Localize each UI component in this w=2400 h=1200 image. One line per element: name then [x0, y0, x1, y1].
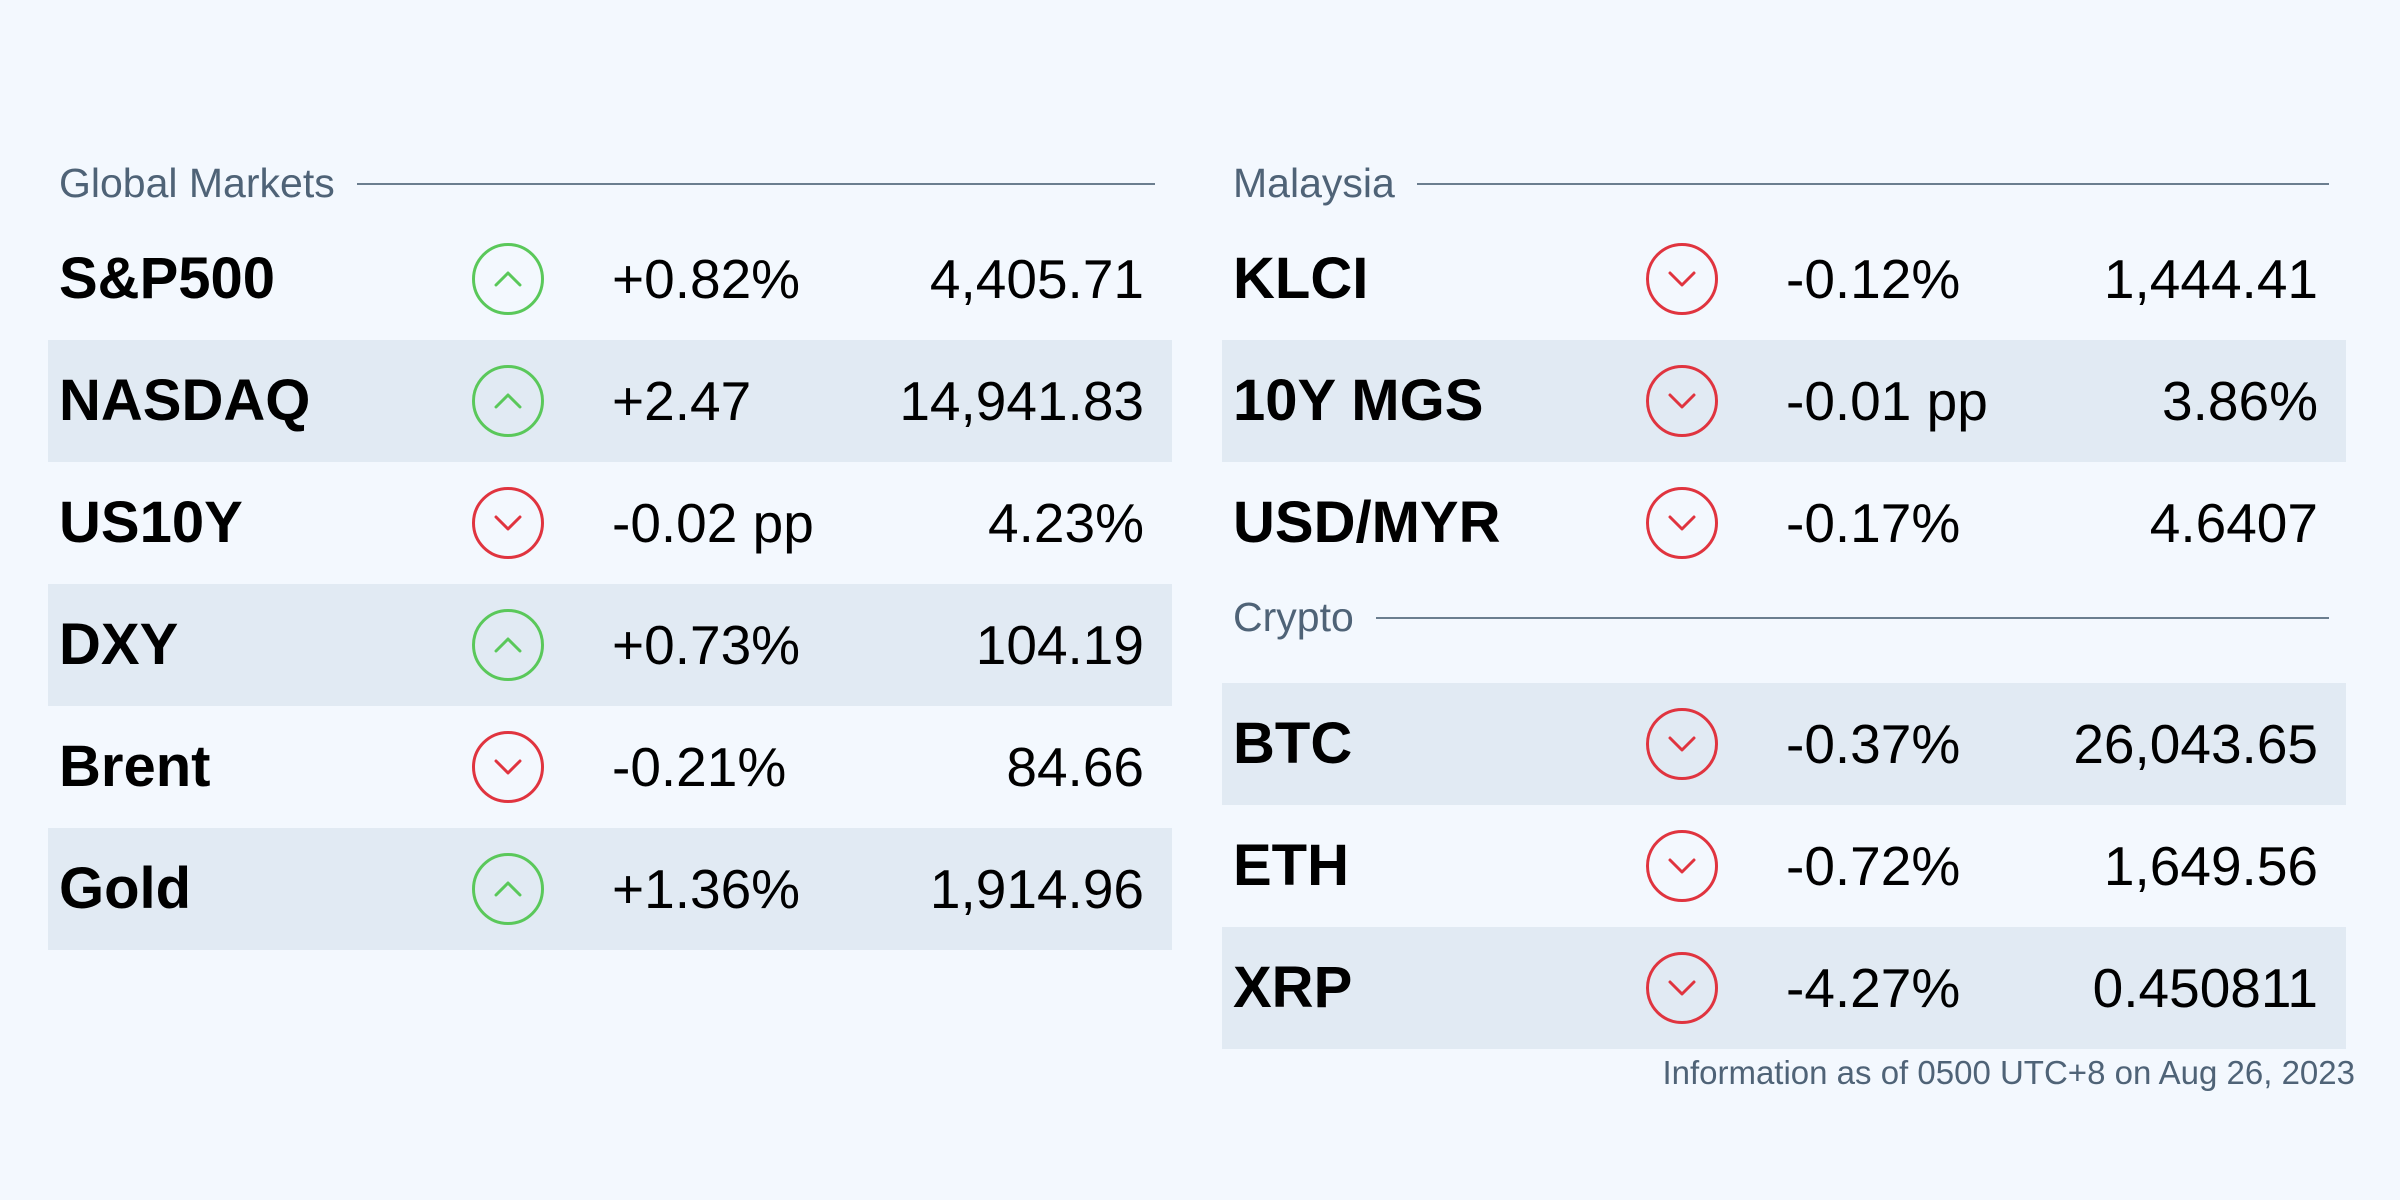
change-value: +1.36% — [612, 858, 801, 920]
instrument-name: KLCI — [1233, 246, 1369, 311]
price-value: 104.19 — [975, 614, 1144, 676]
change-value: -0.17% — [1786, 492, 1961, 554]
chevron-up-icon — [471, 364, 545, 438]
chevron-down-icon — [1645, 707, 1719, 781]
price-value: 3.86% — [2162, 370, 2318, 432]
change-value: -0.21% — [612, 736, 787, 798]
global-markets-list: S&P500 +0.82% 4,405.71 NASDAQ +2.47 14,941.83… — [48, 218, 1172, 950]
price-value: 1,649.56 — [2103, 835, 2318, 897]
market-row-btc: BTC -0.37% 26,043.65 — [1222, 683, 2346, 805]
market-row-us10y: US10Y -0.02 pp 4.23% — [48, 462, 1172, 584]
price-value: 84.66 — [1006, 736, 1144, 798]
section-divider — [1233, 617, 2329, 619]
instrument-name: USD/MYR — [1233, 490, 1501, 555]
malaysia-list: KLCI -0.12% 1,444.41 10Y MGS -0.01 pp 3.86% US… — [1222, 218, 2346, 584]
price-value: 1,444.41 — [2103, 248, 2318, 310]
chevron-down-icon — [471, 486, 545, 560]
instrument-name: ETH — [1233, 833, 1349, 898]
change-value: +0.73% — [612, 614, 801, 676]
chevron-up-icon — [471, 242, 545, 316]
price-value: 26,043.65 — [2073, 713, 2318, 775]
chevron-down-icon — [1645, 486, 1719, 560]
market-row-xrp: XRP -4.27% 0.450811 — [1222, 927, 2346, 1049]
global-markets-header: Global Markets — [48, 150, 1172, 218]
crypto-spacer — [1222, 652, 2346, 683]
change-value: -0.37% — [1786, 713, 1961, 775]
change-value: -0.02 pp — [612, 492, 814, 554]
section-divider — [59, 183, 1155, 185]
market-row-dxy: DXY +0.73% 104.19 — [48, 584, 1172, 706]
crypto-list: BTC -0.37% 26,043.65 ETH -0.72% 1,649.56 XRP -4… — [1222, 683, 2346, 1049]
market-row-eth: ETH -0.72% 1,649.56 — [1222, 805, 2346, 927]
timestamp-footnote: Information as of 0500 UTC+8 on Aug 26, … — [1662, 1054, 2355, 1091]
instrument-name: XRP — [1233, 955, 1353, 1020]
malaysia-title: Malaysia — [1233, 158, 1417, 208]
instrument-name: BTC — [1233, 711, 1353, 776]
price-value: 1,914.96 — [929, 858, 1144, 920]
change-value: +0.82% — [612, 248, 801, 310]
change-value: +2.47 — [612, 370, 752, 432]
instrument-name: NASDAQ — [59, 368, 311, 433]
chevron-up-icon — [471, 608, 545, 682]
malaysia-header: Malaysia — [1222, 150, 2346, 218]
market-row-gold: Gold +1.36% 1,914.96 — [48, 828, 1172, 950]
instrument-name: US10Y — [59, 490, 243, 555]
price-value: 4.6407 — [2149, 492, 2318, 554]
chevron-down-icon — [471, 730, 545, 804]
right-panel: Malaysia KLCI -0.12% 1,444.41 10Y MGS -0.01 … — [1222, 150, 2346, 1049]
instrument-name: DXY — [59, 612, 179, 677]
market-row-nasdaq: NASDAQ +2.47 14,941.83 — [48, 340, 1172, 462]
chevron-down-icon — [1645, 829, 1719, 903]
price-value: 4.23% — [988, 492, 1144, 554]
global-markets-title: Global Markets — [59, 158, 357, 208]
market-row-s-p500: S&P500 +0.82% 4,405.71 — [48, 218, 1172, 340]
crypto-title: Crypto — [1233, 592, 1376, 642]
market-row-10y-mgs: 10Y MGS -0.01 pp 3.86% — [1222, 340, 2346, 462]
market-row-klci: KLCI -0.12% 1,444.41 — [1222, 218, 2346, 340]
market-row-brent: Brent -0.21% 84.66 — [48, 706, 1172, 828]
section-divider — [1233, 183, 2329, 185]
chevron-up-icon — [471, 852, 545, 926]
chevron-down-icon — [1645, 951, 1719, 1025]
chevron-down-icon — [1645, 364, 1719, 438]
global-markets-panel: Global Markets S&P500 +0.82% 4,405.71 NASDA… — [48, 150, 1172, 950]
change-value: -0.72% — [1786, 835, 1961, 897]
instrument-name: 10Y MGS — [1233, 368, 1484, 433]
price-value: 4,405.71 — [929, 248, 1144, 310]
change-value: -0.12% — [1786, 248, 1961, 310]
instrument-name: S&P500 — [59, 246, 276, 311]
market-row-usd-myr: USD/MYR -0.17% 4.6407 — [1222, 462, 2346, 584]
change-value: -0.01 pp — [1786, 370, 1988, 432]
instrument-name: Gold — [59, 856, 192, 921]
price-value: 14,941.83 — [899, 370, 1144, 432]
chevron-down-icon — [1645, 242, 1719, 316]
price-value: 0.450811 — [2092, 957, 2318, 1019]
crypto-header: Crypto — [1222, 584, 2346, 652]
instrument-name: Brent — [59, 734, 211, 799]
change-value: -4.27% — [1786, 957, 1961, 1019]
